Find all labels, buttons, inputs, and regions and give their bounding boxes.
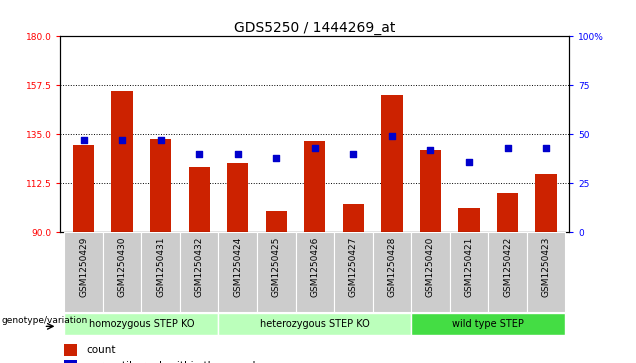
Bar	[64, 344, 77, 356]
Text: GSM1250426: GSM1250426	[310, 236, 319, 297]
Bar	[257, 232, 296, 312]
Point	[310, 145, 320, 151]
Bar	[459, 208, 480, 232]
Point	[502, 145, 513, 151]
Bar	[450, 232, 488, 312]
Title: GDS5250 / 1444269_at: GDS5250 / 1444269_at	[234, 21, 396, 35]
Bar	[497, 193, 518, 232]
Bar	[411, 313, 565, 335]
Bar	[150, 139, 171, 232]
Text: GSM1250432: GSM1250432	[195, 236, 204, 297]
Bar	[343, 204, 364, 232]
Point	[233, 151, 243, 157]
Point	[541, 145, 551, 151]
Text: homozygous STEP KO: homozygous STEP KO	[88, 319, 194, 329]
Bar	[64, 313, 218, 335]
Text: wild type STEP: wild type STEP	[452, 319, 524, 329]
Bar	[64, 232, 103, 312]
Text: GSM1250431: GSM1250431	[156, 236, 165, 297]
Bar	[103, 232, 141, 312]
Bar	[527, 232, 565, 312]
Text: GSM1250421: GSM1250421	[464, 236, 473, 297]
Text: GSM1250430: GSM1250430	[118, 236, 127, 297]
Text: count: count	[86, 345, 116, 355]
Bar	[488, 232, 527, 312]
Bar	[218, 313, 411, 335]
Text: GSM1250424: GSM1250424	[233, 236, 242, 297]
Bar	[111, 91, 133, 232]
Bar	[536, 174, 556, 232]
Text: GSM1250425: GSM1250425	[272, 236, 280, 297]
Point	[387, 133, 397, 139]
Text: GSM1250420: GSM1250420	[426, 236, 435, 297]
Bar	[266, 211, 287, 232]
Text: GSM1250423: GSM1250423	[542, 236, 551, 297]
Bar	[420, 150, 441, 232]
Text: GSM1250429: GSM1250429	[79, 236, 88, 297]
Bar	[411, 232, 450, 312]
Bar	[296, 232, 334, 312]
Bar	[227, 163, 248, 232]
Point	[78, 137, 88, 143]
Point	[156, 137, 166, 143]
Bar	[73, 145, 94, 232]
Point	[425, 147, 436, 153]
Text: GSM1250422: GSM1250422	[503, 236, 512, 297]
Text: GSM1250428: GSM1250428	[387, 236, 396, 297]
Text: GSM1250427: GSM1250427	[349, 236, 358, 297]
Bar	[189, 167, 210, 232]
Bar	[218, 232, 257, 312]
Text: percentile rank within the sample: percentile rank within the sample	[86, 361, 263, 363]
Point	[117, 137, 127, 143]
Bar	[304, 141, 326, 232]
Point	[349, 151, 359, 157]
Text: heterozygous STEP KO: heterozygous STEP KO	[260, 319, 370, 329]
Bar	[382, 95, 403, 232]
Text: genotype/variation: genotype/variation	[1, 316, 88, 325]
Point	[464, 159, 474, 165]
Bar	[373, 232, 411, 312]
Point	[194, 151, 204, 157]
Bar	[64, 360, 77, 363]
Point	[271, 155, 281, 161]
Bar	[180, 232, 218, 312]
Bar	[334, 232, 373, 312]
Bar	[141, 232, 180, 312]
